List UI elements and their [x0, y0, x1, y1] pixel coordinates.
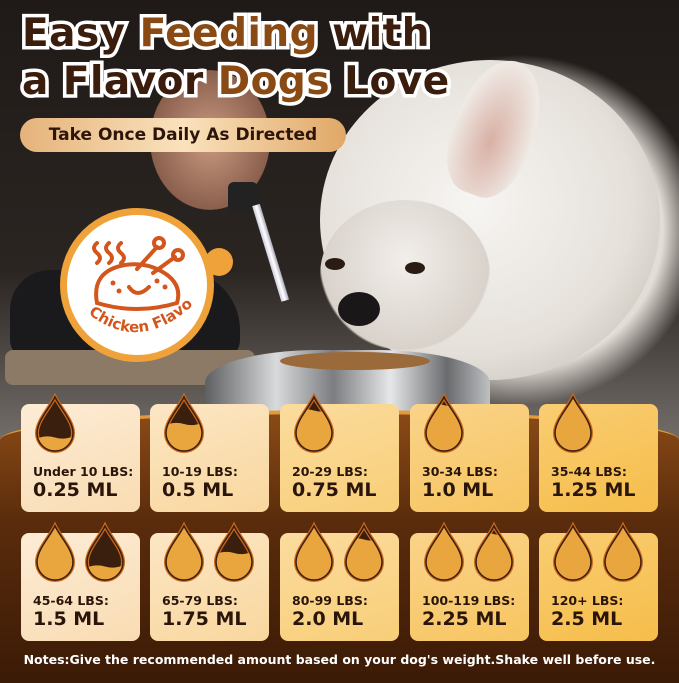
dose-amount: 1.0 ML: [422, 479, 494, 501]
oil-drop-icon: [293, 521, 335, 582]
weight-range: 65-79 LBS:: [162, 593, 238, 608]
weight-range: 30-34 LBS:: [422, 464, 498, 479]
headline-word: Feeding: [136, 8, 321, 60]
dosage-card: 10-19 LBS: 0.5 ML: [150, 392, 269, 512]
dose-amount: 0.75 ML: [292, 479, 377, 501]
drops: [292, 521, 399, 591]
subheadline-pill: Take Once Daily As Directed: [20, 118, 346, 152]
drop-fill: [296, 408, 332, 451]
oil-drop-icon: [602, 521, 644, 582]
dose-amount: 2.0 ML: [292, 608, 364, 630]
dosage-card: 35-44 LBS: 1.25 ML: [539, 392, 658, 512]
drops: [33, 521, 140, 591]
drops: [162, 392, 269, 462]
roast-chicken-icon: Chicken Flavor: [67, 215, 196, 336]
dose-amount: 2.5 ML: [551, 608, 623, 630]
oil-drop-icon: [343, 521, 385, 582]
dosage-card: 65-79 LBS: 1.75 ML: [150, 521, 269, 641]
drops: [33, 392, 140, 462]
headline-word: Love: [330, 56, 453, 108]
chicken-flavor-badge: Chicken Flavor: [60, 208, 214, 362]
headline-word: a Flavor: [19, 56, 218, 108]
oil-drop-icon: [84, 521, 126, 582]
oil-drop-icon: [552, 521, 594, 582]
weight-range: 80-99 LBS:: [292, 593, 368, 608]
drops: [551, 392, 658, 462]
dog-nose: [338, 292, 380, 326]
drop-fill: [216, 551, 252, 580]
dose-amount: 0.5 ML: [162, 479, 234, 501]
dosage-card: 120+ LBS: 2.5 ML: [539, 521, 658, 641]
dose-amount: 1.25 ML: [551, 479, 636, 501]
drops: [162, 521, 269, 591]
drops: [422, 392, 529, 462]
weight-range: 10-19 LBS:: [162, 464, 238, 479]
dosage-card: 30-34 LBS: 1.0 ML: [410, 392, 529, 512]
dog-eye: [405, 262, 425, 274]
weight-range: 20-29 LBS:: [292, 464, 368, 479]
drops: [292, 392, 399, 462]
headline-word: Dogs: [214, 56, 333, 108]
oil-drop-icon: [34, 521, 76, 582]
badge-label: Chicken Flavor: [67, 215, 196, 336]
headline: Easy Feeding with a Flavor Dogs Love: [19, 8, 453, 108]
oil-drop-icon: [473, 521, 515, 582]
oil-drop-icon: [163, 392, 205, 453]
weight-range: 35-44 LBS:: [551, 464, 627, 479]
drop-fill: [346, 537, 382, 580]
oil-drop-icon: [552, 392, 594, 453]
oil-drop-icon: [163, 521, 205, 582]
dose-amount: 1.75 ML: [162, 608, 247, 630]
subheadline: Take Once Daily As Directed: [48, 125, 318, 145]
dose-amount: 1.5 ML: [33, 608, 105, 630]
drop-fill: [476, 532, 512, 580]
weight-range: 100-119 LBS:: [422, 593, 516, 608]
drop-fill: [426, 403, 462, 451]
dog-food: [280, 352, 430, 370]
dosage-card: 80-99 LBS: 2.0 ML: [280, 521, 399, 641]
notes: Notes:Give the recommended amount based …: [23, 652, 656, 667]
oil-drop-icon: [213, 521, 255, 582]
oil-drop-icon: [423, 392, 465, 453]
oil-drop-icon: [34, 392, 76, 453]
dose-amount: 2.25 ML: [422, 608, 507, 630]
oil-drop-icon: [423, 521, 465, 582]
weight-range: 45-64 LBS:: [33, 593, 109, 608]
drop-fill: [166, 422, 202, 451]
dosage-card: 20-29 LBS: 0.75 ML: [280, 392, 399, 512]
drops: [551, 521, 658, 591]
dosage-card: 45-64 LBS: 1.5 ML: [21, 521, 140, 641]
headline-word: Easy: [19, 8, 140, 60]
headline-word: with: [318, 8, 433, 60]
svg-text:Chicken Flavor: Chicken Flavor: [67, 215, 196, 336]
dose-amount: 0.25 ML: [33, 479, 118, 501]
dosage-card: Under 10 LBS: 0.25 ML: [21, 392, 140, 512]
dosage-card: 100-119 LBS: 2.25 ML: [410, 521, 529, 641]
oil-drop-icon: [293, 392, 335, 453]
dog-eye: [325, 258, 345, 270]
weight-range: Under 10 LBS:: [33, 464, 134, 479]
dog-face: [320, 200, 490, 350]
drops: [422, 521, 529, 591]
weight-range: 120+ LBS:: [551, 593, 624, 608]
